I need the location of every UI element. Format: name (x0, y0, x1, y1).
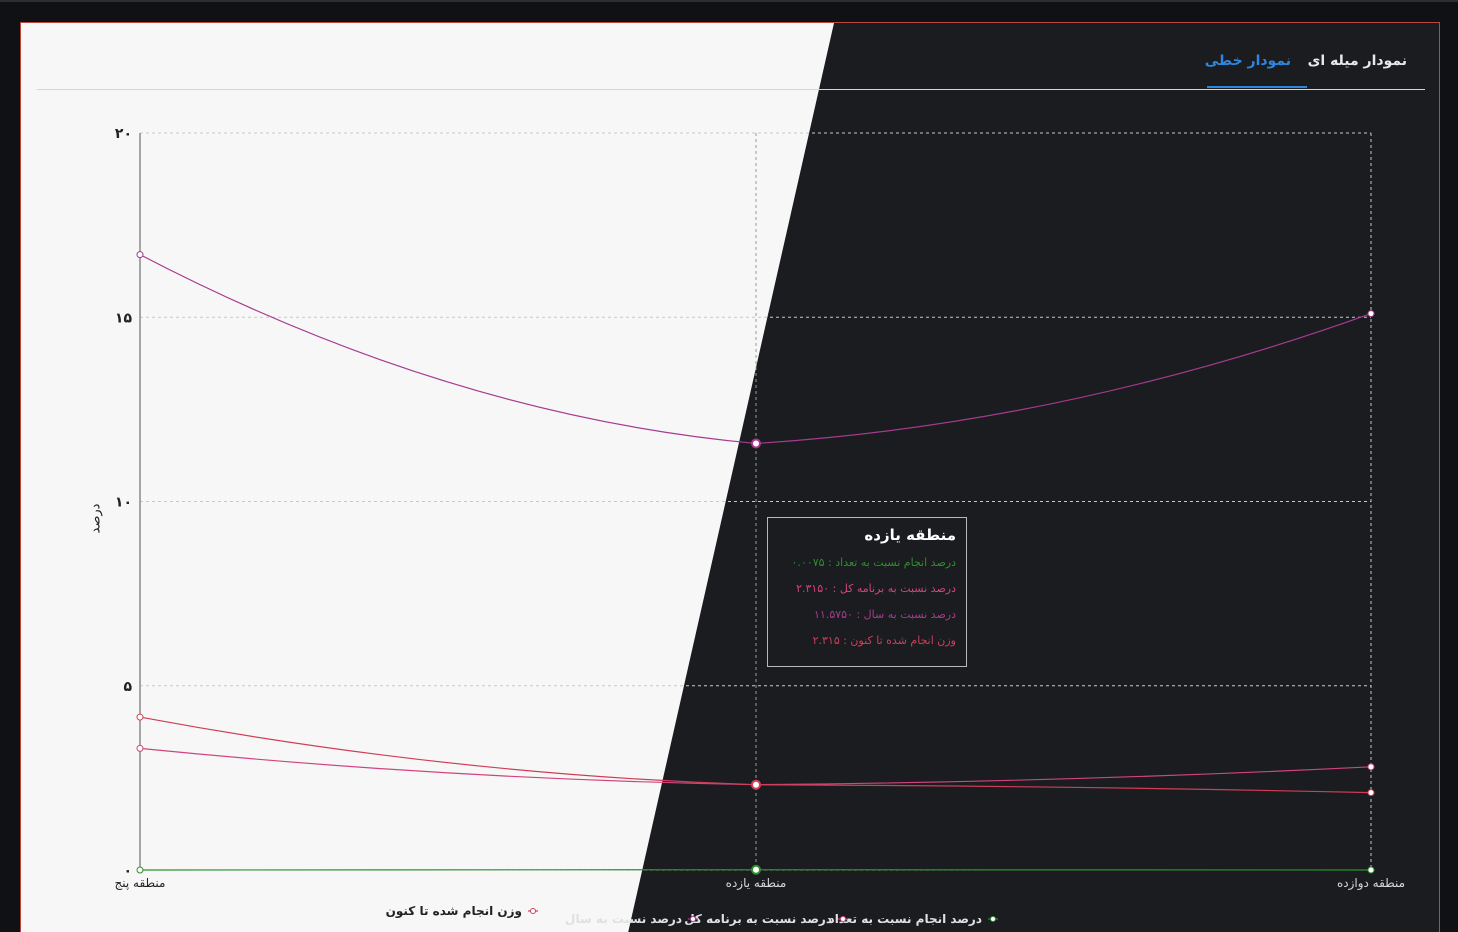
line-chart: ۰ ۵ ۱۰ ۱۵ ۲۰ منطقه پنج منطقه یازده منطقه دوازده… (115, 126, 1406, 927)
data-point (1367, 310, 1375, 318)
data-point (136, 744, 144, 752)
data-point (1367, 866, 1375, 874)
y-tick-label: ۲۰ (115, 126, 132, 142)
dark-theme-overlay (628, 23, 1439, 932)
legend-label: وزن انجام شده تا کنون (386, 904, 522, 919)
tooltip-row: درصد نسبت به سال : ۱۱.۵۷۵۰ (814, 608, 956, 621)
tooltip-row: درصد نسبت به برنامه کل : ۲.۳۱۵۰ (796, 582, 956, 595)
x-tick-label: منطقه یازده (726, 876, 787, 891)
data-point (1367, 789, 1375, 797)
data-point (751, 864, 761, 875)
y-tick-label: ۵ (123, 679, 132, 695)
y-tick-label: ۱۵ (115, 310, 133, 326)
data-point (751, 438, 761, 449)
y-tick-label: ۱۰ (115, 495, 132, 511)
tooltip-row: وزن انجام شده تا کنون : ۲.۳۱۵ (812, 634, 956, 647)
legend-marker (840, 916, 846, 922)
legend-marker (990, 916, 996, 922)
active-tab-indicator (1207, 86, 1307, 88)
data-point (136, 251, 144, 259)
legend-label: درصد نسبت به سال (565, 912, 682, 926)
tooltip-row: درصد انجام نسبت به تعداد : ۰.۰۰۷۵ (791, 556, 957, 569)
tooltip-title: منطقه یازده (864, 526, 956, 544)
legend-marker (530, 908, 536, 914)
legend-label: درصد نسبت به برنامه کل (684, 912, 832, 926)
chart-card: نمودار میله ای نمودار خطی درصد ۰ ۵ ۱۰ ۱۵ ۲۰ م… (20, 22, 1440, 932)
top-bar (0, 0, 1458, 2)
data-point (136, 866, 144, 874)
x-tick-label: منطقه دوازده (1337, 876, 1405, 891)
legend-marker (690, 916, 696, 922)
data-point (136, 713, 144, 721)
chart-tooltip: منطقه یازده درصد انجام نسبت به تعداد : ۰… (767, 517, 967, 667)
y-tick-label: ۰ (123, 863, 132, 879)
x-tick-label: منطقه پنج (115, 876, 166, 890)
legend-label: درصد انجام نسبت به تعداد (829, 912, 982, 927)
data-point (1367, 763, 1375, 771)
tab-bar-chart[interactable]: نمودار میله ای (1307, 53, 1407, 69)
tabs-divider (37, 89, 1425, 90)
data-point (751, 779, 761, 790)
tab-line-chart[interactable]: نمودار خطی (1204, 53, 1291, 69)
